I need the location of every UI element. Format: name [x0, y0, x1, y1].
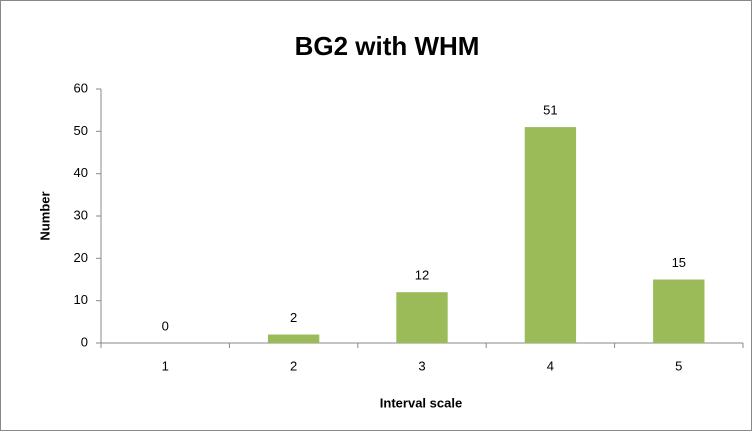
- data-label: 2: [290, 310, 297, 325]
- data-label: 12: [415, 268, 429, 283]
- bar: [524, 127, 577, 343]
- x-tick-label: 4: [547, 358, 554, 373]
- y-axis-title: Number: [37, 191, 52, 240]
- data-label: 15: [672, 255, 686, 270]
- x-tick-label: 2: [290, 358, 297, 373]
- y-tick-label: 30: [74, 207, 88, 222]
- data-label: 51: [543, 103, 557, 118]
- data-label: 0: [162, 318, 169, 333]
- bar: [396, 292, 448, 343]
- y-tick-label: 40: [74, 165, 88, 180]
- x-tick-label: 1: [162, 358, 169, 373]
- y-tick-label: 60: [74, 80, 88, 95]
- y-tick-label: 0: [81, 334, 88, 349]
- x-tick-label: 5: [675, 358, 682, 373]
- y-tick-label: 10: [74, 292, 88, 307]
- y-tick-label: 20: [74, 250, 88, 265]
- y-tick-label: 50: [74, 123, 88, 138]
- x-axis-title: Interval scale: [380, 395, 462, 410]
- x-tick-label: 3: [418, 358, 425, 373]
- chart-title: BG2 with WHM: [295, 31, 480, 61]
- bar: [653, 279, 705, 343]
- bar: [267, 334, 320, 343]
